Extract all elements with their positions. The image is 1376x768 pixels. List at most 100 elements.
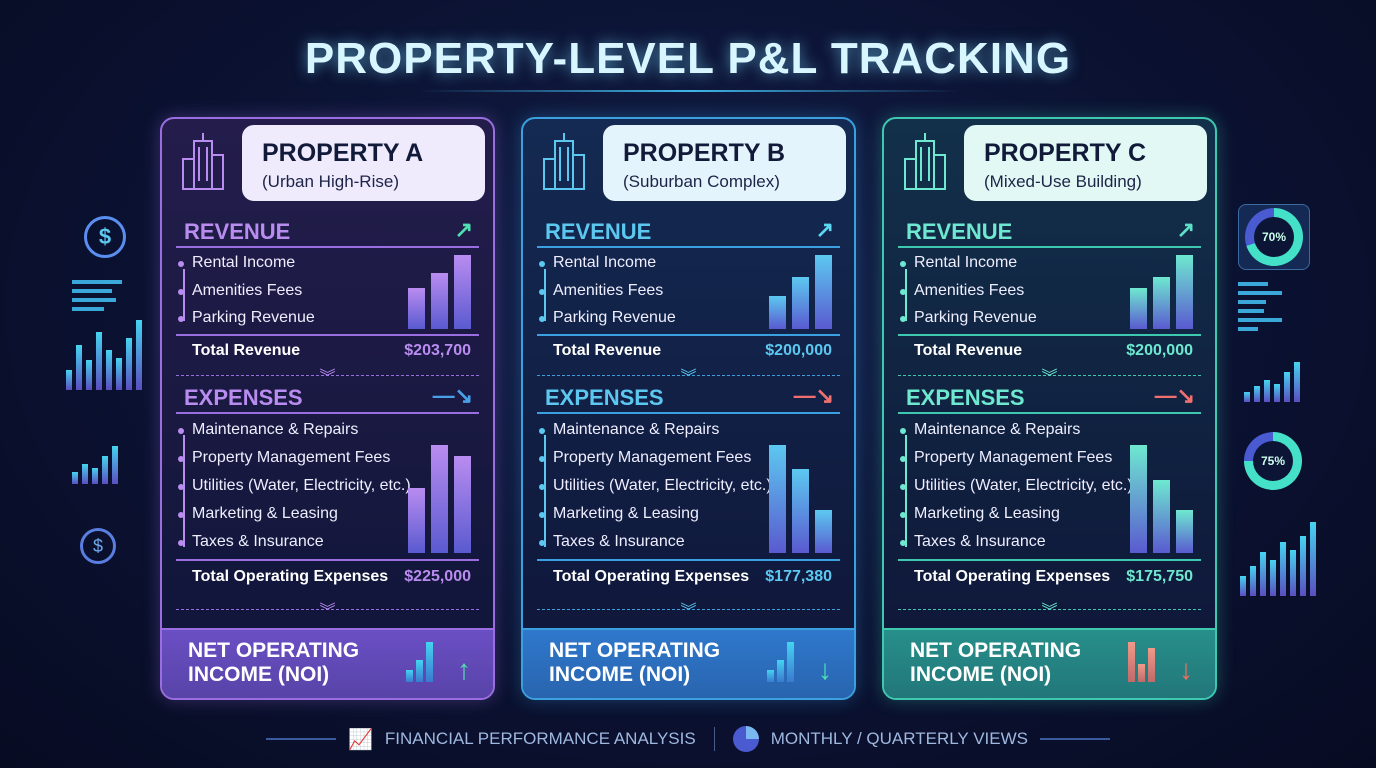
divider: [176, 609, 479, 610]
divider: [898, 246, 1201, 248]
bullet: [539, 261, 545, 267]
bar: [1148, 648, 1155, 682]
line-item: Marketing & Leasing: [553, 505, 699, 522]
divider: [537, 559, 840, 561]
bullet: [178, 456, 184, 462]
line-item: Utilities (Water, Electricity, etc.): [914, 477, 1133, 494]
divider: [713, 727, 715, 751]
chevron-down-icon: ︾: [319, 603, 336, 620]
bullet: [178, 316, 184, 322]
total-revenue-label: Total Revenue: [553, 342, 662, 359]
chevron-down-icon: ︾: [1041, 603, 1058, 620]
line-item: Rental Income: [914, 254, 1018, 271]
property-type: (Suburban Complex): [623, 172, 780, 191]
expenses-heading: EXPENSES: [545, 385, 664, 410]
divider: [176, 559, 479, 561]
divider: [537, 334, 840, 336]
bullet: [900, 512, 906, 518]
bar: [815, 255, 832, 329]
donut-label: 70%: [1254, 217, 1294, 257]
bullet: [900, 456, 906, 462]
property-name: PROPERTY A: [262, 139, 424, 167]
property-type: (Urban High-Rise): [262, 172, 399, 191]
divider: [898, 609, 1201, 610]
divider: [176, 246, 479, 248]
line-item: Marketing & Leasing: [914, 505, 1060, 522]
title-underline: [420, 90, 960, 92]
total-expenses-row: Total Operating Expenses $177,380: [553, 568, 832, 586]
total-revenue-label: Total Revenue: [192, 342, 301, 359]
property-name: PROPERTY B: [623, 139, 786, 167]
total-revenue-row: Total Revenue $200,000: [914, 342, 1193, 360]
bullet: [539, 484, 545, 490]
divider: [176, 412, 479, 414]
bar: [1138, 664, 1145, 682]
page-title: PROPERTY-LEVEL P&L TRACKING: [304, 34, 1072, 83]
total-revenue-value: $203,700: [404, 342, 471, 359]
divider: [537, 412, 840, 414]
noi-bar-icon: [767, 642, 794, 682]
property-card: PROPERTY C (Mixed-Use Building) REVENUE …: [882, 117, 1217, 700]
arrow-up-icon: ↑: [457, 654, 471, 685]
line-item: Property Management Fees: [192, 449, 391, 466]
trend-down-icon: —↘: [432, 383, 473, 408]
total-expenses-value: $177,380: [765, 568, 832, 585]
property-name: PROPERTY C: [984, 139, 1147, 167]
mini-column-chart: [66, 320, 142, 390]
revenue-bar-chart: [769, 255, 832, 329]
donut-label: 75%: [1253, 441, 1293, 481]
revenue-heading: REVENUE: [545, 219, 652, 244]
line-item: Maintenance & Repairs: [914, 421, 1081, 438]
divider: [898, 412, 1201, 414]
bar: [1130, 288, 1147, 329]
building-icon: [904, 133, 946, 190]
line-item: Rental Income: [192, 254, 296, 271]
noi-label-line1: NET OPERATING: [549, 639, 721, 662]
bar: [777, 660, 784, 682]
chevron-down-icon: ︾: [319, 369, 336, 386]
bullet: [178, 484, 184, 490]
revenue-bar-chart: [408, 255, 471, 329]
noi-label-line2: INCOME (NOI): [188, 663, 330, 686]
total-revenue-row: Total Revenue $203,700: [192, 342, 471, 360]
divider: [537, 246, 840, 248]
bar: [767, 670, 774, 682]
total-revenue-label: Total Revenue: [914, 342, 1023, 359]
line-item: Taxes & Insurance: [914, 533, 1046, 550]
noi-label-line2: INCOME (NOI): [910, 663, 1052, 686]
bullet: [900, 261, 906, 267]
bullet: [539, 288, 545, 295]
total-expenses-label: Total Operating Expenses: [553, 568, 750, 585]
total-revenue-value: $200,000: [765, 342, 832, 359]
footer-left-label: FINANCIAL PERFORMANCE ANALYSIS: [384, 729, 696, 748]
footer-line-right: [1039, 738, 1110, 740]
total-expenses-value: $225,000: [404, 568, 471, 585]
bullet: [539, 456, 545, 462]
bullet: [178, 288, 184, 295]
trend-up-icon: ↗: [454, 217, 473, 242]
divider: [898, 559, 1201, 561]
line-item: Taxes & Insurance: [192, 533, 324, 550]
bar: [454, 255, 471, 329]
property-card: PROPERTY B (Suburban Complex) REVENUE ↗ …: [521, 117, 856, 700]
bar: [769, 445, 786, 553]
bullet-line: [544, 435, 546, 547]
building-icon: [182, 133, 224, 190]
bullet: [539, 316, 545, 322]
bar: [787, 642, 794, 682]
line-item: Maintenance & Repairs: [553, 421, 720, 438]
line-item: Amenities Fees: [192, 281, 303, 299]
noi-block: NET OPERATING INCOME (NOI) ↓: [884, 628, 1215, 698]
divider: [176, 334, 479, 336]
line-item: Utilities (Water, Electricity, etc.): [192, 477, 411, 494]
divider: [898, 334, 1201, 336]
line-item: Property Management Fees: [553, 449, 752, 466]
noi-label-line2: INCOME (NOI): [549, 663, 691, 686]
bar: [1153, 480, 1170, 553]
bullet-line: [183, 269, 185, 321]
noi-bar-icon: [406, 642, 433, 682]
trend-chart-icon: [1244, 360, 1300, 402]
trend-chart-icon: [72, 440, 118, 484]
bar: [1176, 510, 1193, 553]
bar: [1153, 277, 1170, 329]
